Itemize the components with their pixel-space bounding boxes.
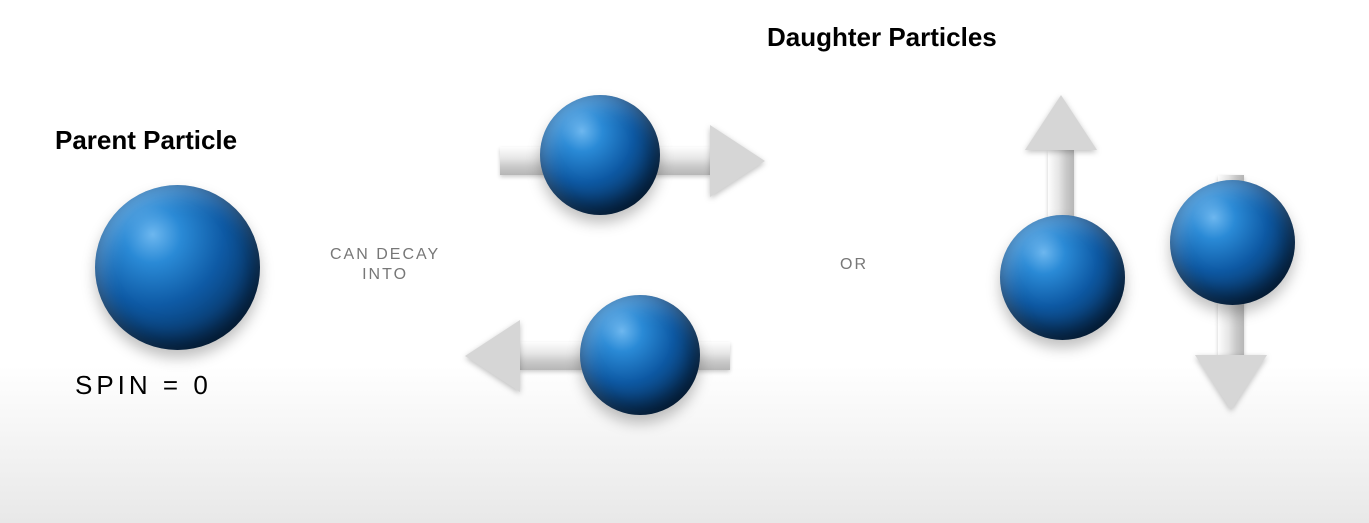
particle-decay-diagram: Parent Particle Daughter Particles SPIN … — [0, 0, 1369, 523]
parent-title: Parent Particle — [55, 125, 237, 156]
parent-sphere — [95, 185, 260, 350]
or-label: OR — [840, 255, 868, 275]
daughter-sphere-h-top — [540, 95, 660, 215]
daughter-sphere-h-bottom — [580, 295, 700, 415]
decay-line1: CAN DECAY — [330, 246, 440, 263]
daughter-title: Daughter Particles — [767, 22, 997, 53]
spin-caption: SPIN = 0 — [75, 370, 212, 401]
daughter-sphere-v-left — [1000, 215, 1125, 340]
daughter-sphere-v-right — [1170, 180, 1295, 305]
decay-line2: INTO — [362, 266, 408, 283]
decay-label: CAN DECAY INTO — [330, 245, 440, 285]
